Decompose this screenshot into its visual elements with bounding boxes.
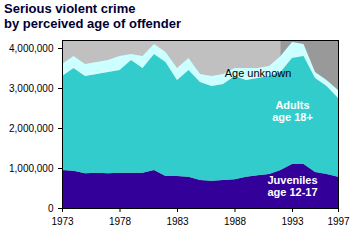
- svg-text:Age unknown: Age unknown: [225, 67, 292, 79]
- svg-text:1973: 1973: [51, 216, 74, 227]
- svg-text:1997: 1997: [327, 216, 350, 227]
- svg-text:Adultsage 18+: Adultsage 18+: [272, 99, 313, 123]
- svg-text:1993: 1993: [281, 216, 304, 227]
- svg-text:0: 0: [48, 203, 54, 214]
- svg-text:1983: 1983: [166, 216, 189, 227]
- svg-text:Juvenilesage 12-17: Juvenilesage 12-17: [267, 174, 317, 198]
- html-text:by perceived age of offender: by perceived age of offender: [4, 16, 181, 31]
- svg-text:2,000,000: 2,000,000: [9, 123, 54, 134]
- svg-text:1978: 1978: [109, 216, 132, 227]
- svg-text:3,000,000: 3,000,000: [9, 83, 54, 94]
- html-text:Serious violent crime: Serious violent crime: [4, 1, 136, 16]
- svg-text:1988: 1988: [224, 216, 247, 227]
- svg-text:1,000,000: 1,000,000: [9, 163, 54, 174]
- svg-text:4,000,000: 4,000,000: [9, 43, 54, 54]
